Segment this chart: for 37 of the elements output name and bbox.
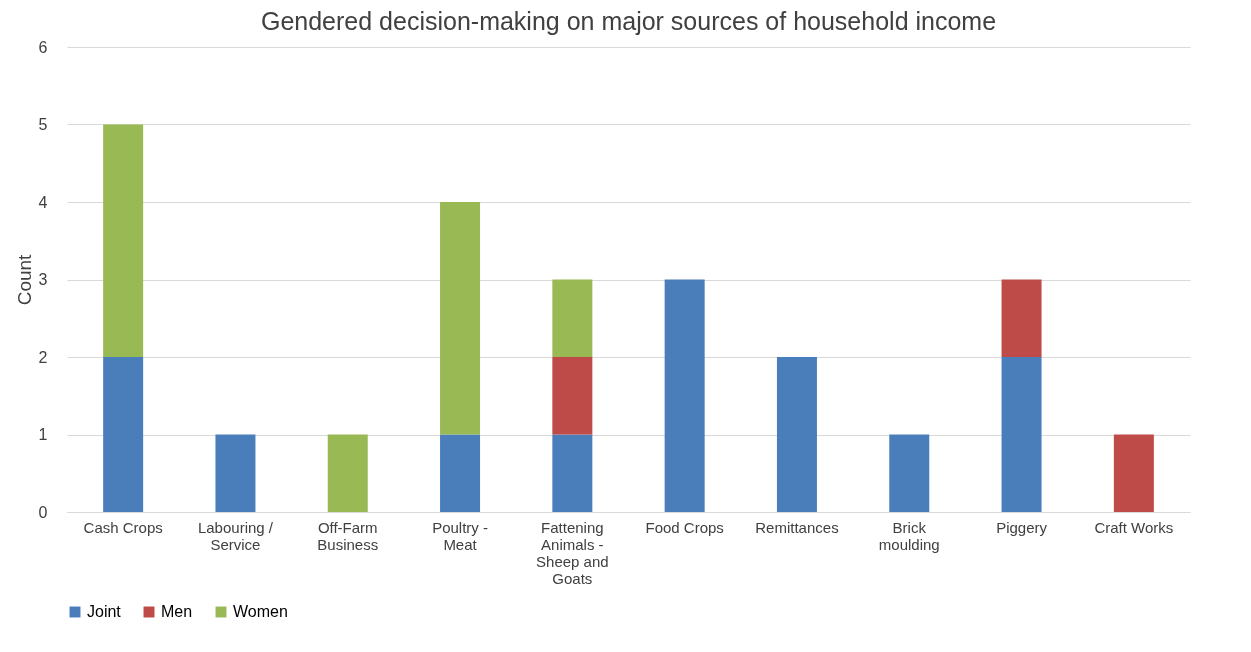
bar <box>1001 279 1042 357</box>
x-tick-label: Craft Works <box>1094 518 1174 536</box>
x-tick-label: Remittances <box>755 518 839 536</box>
y-axis-title: Count <box>13 253 35 306</box>
y-tick-label: 4 <box>38 193 48 211</box>
bar <box>664 279 705 512</box>
y-tick-label: 5 <box>38 116 48 133</box>
bar <box>552 434 593 512</box>
bar <box>327 434 368 512</box>
bar <box>215 434 256 512</box>
bar <box>103 124 144 357</box>
bar <box>552 357 593 435</box>
x-tick-label: Poultry - Meat <box>432 518 488 553</box>
bar <box>1113 434 1154 512</box>
bar <box>440 434 481 512</box>
x-tick-label: Fattening Animals - Sheep and Goats <box>536 518 609 587</box>
bar <box>440 202 481 435</box>
bar <box>103 357 144 512</box>
legend-label: Joint <box>87 603 122 620</box>
legend-label: Women <box>233 603 288 620</box>
bar <box>1001 357 1042 512</box>
bar <box>552 279 593 357</box>
x-tick-label: Food Crops <box>645 518 724 536</box>
x-tick-label: Cash Crops <box>83 518 163 536</box>
x-tick-label: Brick moulding <box>878 518 940 553</box>
bar <box>776 357 817 512</box>
y-tick-label: 2 <box>38 348 48 366</box>
legend-label: Men <box>161 603 193 620</box>
y-tick-label: 1 <box>38 426 48 443</box>
bar <box>889 434 930 512</box>
x-tick-label: Labouring / Service <box>197 518 274 553</box>
y-tick-label: 3 <box>38 271 48 288</box>
y-tick-label: 6 <box>38 38 48 56</box>
chart-title: Gendered decision-making on major sources of household income <box>260 7 997 35</box>
x-tick-label: Off-Farm Business <box>317 518 379 553</box>
x-tick-label: Piggery <box>996 518 1048 536</box>
y-tick-label: 0 <box>38 503 48 521</box>
